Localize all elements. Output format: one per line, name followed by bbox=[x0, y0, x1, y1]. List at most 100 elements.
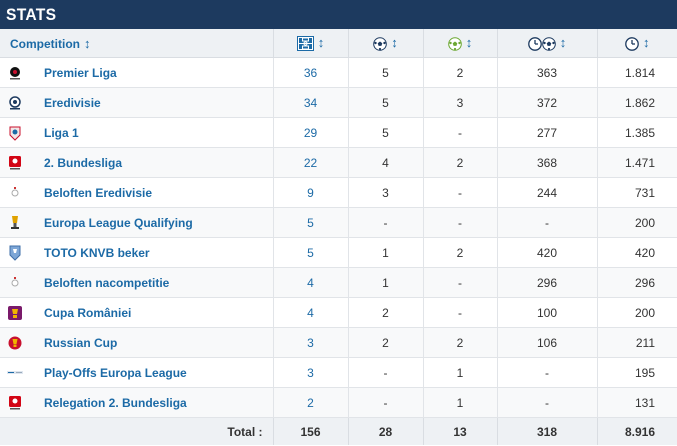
goals-cell: 5 bbox=[347, 57, 423, 88]
goals-icon bbox=[373, 37, 388, 51]
minutes-played-cell: 131 bbox=[596, 387, 677, 418]
total-minutes-played: 8.916 bbox=[596, 417, 677, 445]
minutes-per-goal-cell: 372 bbox=[496, 87, 597, 118]
competition-cell: Premier Liga bbox=[0, 57, 273, 88]
competition-column-header[interactable]: Competition ↕ bbox=[0, 29, 273, 58]
minutes-played-cell: 1.471 bbox=[596, 147, 677, 178]
competition-cell: Liga 1 bbox=[0, 117, 273, 148]
assists-icon bbox=[447, 37, 462, 51]
eredivisie-logo[interactable] bbox=[6, 94, 24, 112]
minutes-per-goal-cell: 106 bbox=[496, 327, 597, 358]
minutes-played-cell: 200 bbox=[596, 207, 677, 238]
minutes-per-goal-icon bbox=[527, 37, 556, 51]
minutes-played-cell: 296 bbox=[596, 267, 677, 298]
stats-table: Competition ↕ ↕ ↕ ↕ bbox=[0, 29, 677, 445]
assists-cell: 2 bbox=[422, 147, 497, 178]
beloften-eredivisie-logo[interactable] bbox=[6, 184, 24, 202]
sort-icon: ↕ bbox=[84, 35, 91, 51]
stats-header-row: Competition ↕ ↕ ↕ ↕ bbox=[0, 29, 677, 58]
goals-column-header[interactable]: ↕ bbox=[347, 29, 423, 58]
competition-cell: Russian Cup bbox=[0, 327, 273, 358]
appearances-cell[interactable]: 29 bbox=[272, 117, 348, 148]
appearances-cell[interactable]: 5 bbox=[272, 237, 348, 268]
table-row: Liga 1 29 5-277 1.385 bbox=[0, 117, 677, 148]
stats-title: STATS bbox=[6, 4, 57, 24]
sort-icon: ↕ bbox=[643, 35, 650, 51]
assists-cell: 2 bbox=[422, 237, 497, 268]
cupa-romaniei-logo[interactable] bbox=[6, 304, 24, 322]
minutes-played-icon bbox=[625, 37, 639, 51]
competition-link[interactable]: Cupa României bbox=[44, 305, 132, 320]
table-row: Beloften Eredivisie 9 3-244 731 bbox=[0, 177, 677, 208]
total-minutes-per-goal: 318 bbox=[496, 417, 597, 445]
table-row: Premier Liga 36 5 2 363 1.814 bbox=[0, 57, 677, 88]
appearances-cell[interactable]: 34 bbox=[272, 87, 348, 118]
competition-link[interactable]: TOTO KNVB beker bbox=[44, 245, 150, 260]
appearances-cell[interactable]: 4 bbox=[272, 267, 348, 298]
2-bundesliga-logo[interactable] bbox=[6, 154, 24, 172]
goals-cell: 2 bbox=[347, 327, 423, 358]
competition-link[interactable]: Russian Cup bbox=[44, 335, 118, 350]
knvb-beker-logo[interactable] bbox=[6, 244, 24, 262]
table-row: Play-Offs Europa League 3-1-195 bbox=[0, 357, 677, 388]
relegation-2-bundesliga-logo[interactable] bbox=[6, 394, 24, 412]
liga-1-logo[interactable] bbox=[6, 124, 24, 142]
competition-link[interactable]: Beloften nacompetitie bbox=[44, 275, 170, 290]
appearances-cell[interactable]: 36 bbox=[272, 57, 348, 88]
competition-link[interactable]: Liga 1 bbox=[44, 125, 79, 140]
stats-table-body: Premier Liga 36 5 2 363 1.814 Eredivisie 34 5 3 37… bbox=[0, 57, 677, 418]
minutes-played-column-header[interactable]: ↕ bbox=[596, 29, 677, 58]
minutes-per-goal-cell: 296 bbox=[496, 267, 597, 298]
table-row: Cupa României 4 2-100 200 bbox=[0, 297, 677, 328]
table-row: TOTO KNVB beker 5 1 2 420 420 bbox=[0, 237, 677, 268]
appearances-cell[interactable]: 9 bbox=[272, 177, 348, 208]
premier-liga-logo[interactable] bbox=[6, 64, 24, 82]
minutes-played-cell: 1.862 bbox=[596, 87, 677, 118]
competition-link[interactable]: Europa League Qualifying bbox=[44, 215, 193, 230]
goals-cell: 1 bbox=[347, 267, 423, 298]
competition-link[interactable]: Eredivisie bbox=[44, 95, 101, 110]
appearances-column-header[interactable]: ↕ bbox=[272, 29, 348, 58]
assists-cell: - bbox=[422, 117, 497, 148]
competition-link[interactable]: Play-Offs Europa League bbox=[44, 365, 187, 380]
competition-link[interactable]: Relegation 2. Bundesliga bbox=[44, 395, 187, 410]
minutes-per-goal-cell: 368 bbox=[496, 147, 597, 178]
appearances-cell[interactable]: 4 bbox=[272, 297, 348, 328]
play-offs-europa-league-logo[interactable] bbox=[6, 364, 24, 382]
appearances-cell[interactable]: 22 bbox=[272, 147, 348, 178]
assists-column-header[interactable]: ↕ bbox=[422, 29, 497, 58]
sort-icon: ↕ bbox=[391, 35, 398, 51]
competition-cell: Europa League Qualifying bbox=[0, 207, 273, 238]
minutes-played-cell: 1.385 bbox=[596, 117, 677, 148]
table-row: 2. Bundesliga 22 4 2 368 1.471 bbox=[0, 147, 677, 178]
minutes-per-goal-cell: 244 bbox=[496, 177, 597, 208]
goals-cell: - bbox=[347, 387, 423, 418]
appearances-cell[interactable]: 3 bbox=[272, 327, 348, 358]
total-goals: 28 bbox=[347, 417, 423, 445]
beloften-nacompetitie-logo[interactable] bbox=[6, 274, 24, 292]
appearances-cell[interactable]: 5 bbox=[272, 207, 348, 238]
competition-link[interactable]: Premier Liga bbox=[44, 65, 117, 80]
appearances-icon bbox=[296, 36, 314, 52]
minutes-per-goal-cell: - bbox=[496, 207, 597, 238]
europa-league-qualifying-logo[interactable] bbox=[6, 214, 24, 232]
competition-cell: Cupa României bbox=[0, 297, 273, 328]
competition-cell: Eredivisie bbox=[0, 87, 273, 118]
goals-cell: 5 bbox=[347, 117, 423, 148]
minutes-per-goal-cell: 277 bbox=[496, 117, 597, 148]
competition-cell: Play-Offs Europa League bbox=[0, 357, 273, 388]
competition-cell: Relegation 2. Bundesliga bbox=[0, 387, 273, 418]
minutes-played-cell: 420 bbox=[596, 237, 677, 268]
competition-link[interactable]: 2. Bundesliga bbox=[44, 155, 123, 170]
appearances-cell[interactable]: 2 bbox=[272, 387, 348, 418]
stats-title-bar: STATS bbox=[0, 0, 677, 29]
sort-icon: ↕ bbox=[317, 34, 325, 50]
competition-link[interactable]: Beloften Eredivisie bbox=[44, 185, 153, 200]
appearances-cell[interactable]: 3 bbox=[272, 357, 348, 388]
table-row: Europa League Qualifying 5- - -200 bbox=[0, 207, 677, 238]
russian-cup-logo[interactable] bbox=[6, 334, 24, 352]
minutes-played-cell: 195 bbox=[596, 357, 677, 388]
total-assists: 13 bbox=[422, 417, 497, 445]
minutes-per-goal-column-header[interactable]: ↕ bbox=[496, 29, 597, 58]
